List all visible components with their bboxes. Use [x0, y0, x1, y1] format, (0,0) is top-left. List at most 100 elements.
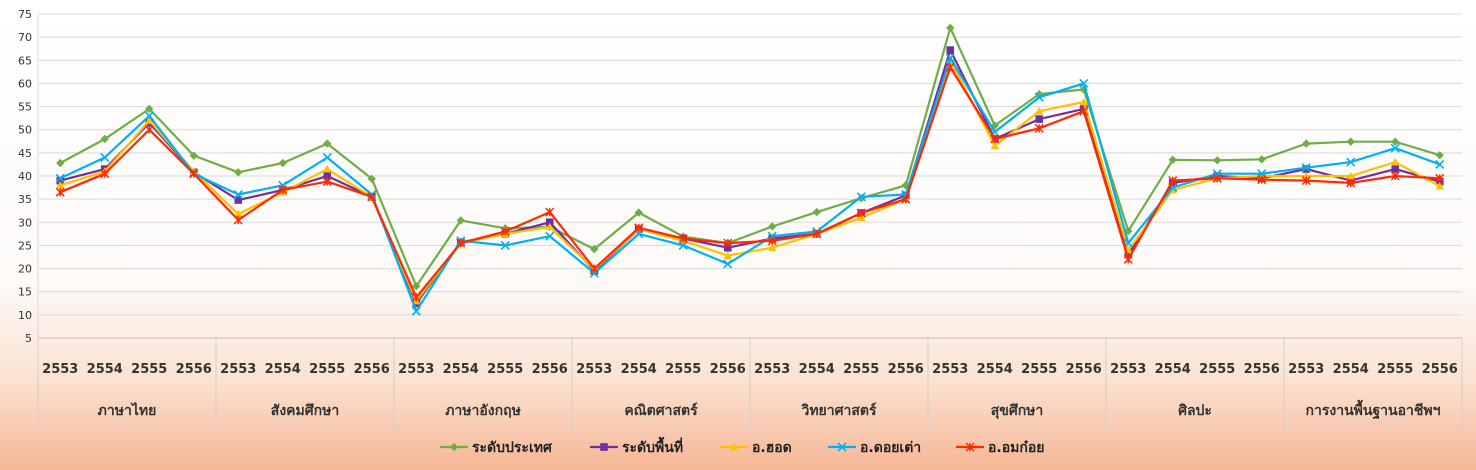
y-tick-label: 25 [18, 239, 32, 252]
x-year-label: 2555 [131, 362, 167, 377]
data-point [990, 141, 999, 150]
data-point [856, 208, 866, 218]
y-tick-label: 30 [18, 216, 32, 229]
data-point [945, 62, 955, 72]
data-point [1124, 250, 1133, 259]
data-point [945, 53, 955, 63]
x-year-label: 2553 [1110, 362, 1146, 377]
data-point [1390, 171, 1400, 181]
x-year-label: 2556 [532, 362, 568, 377]
data-point [1346, 171, 1355, 180]
data-point [411, 306, 421, 316]
legend-label: อ.ฮอด [752, 440, 792, 456]
data-point [901, 194, 911, 204]
x-year-label: 2553 [220, 362, 256, 377]
data-point [322, 177, 332, 187]
data-point [412, 281, 421, 291]
data-point [1034, 123, 1044, 133]
data-point [456, 238, 466, 248]
data-point [1390, 143, 1400, 153]
y-tick-label: 65 [18, 54, 32, 67]
y-tick-label: 75 [18, 8, 32, 21]
x-group-label: สังคมศึกษา [271, 402, 339, 419]
data-point [1212, 173, 1222, 183]
data-point [723, 259, 733, 269]
series-line [59, 66, 1440, 299]
x-year-label: 2555 [1199, 362, 1235, 377]
legend: ระดับประเทศ ระดับพื้นที่ อ.ฮอด อ.ดอยเต่า อ.อ… [440, 436, 1044, 456]
legend-label: ระดับประเทศ [472, 440, 553, 456]
data-point [767, 236, 777, 246]
data-point [678, 233, 688, 244]
x-year-label: 2555 [843, 362, 879, 377]
data-point [56, 158, 65, 168]
y-tick-label: 15 [18, 286, 32, 299]
x-group-label: คณิตศาสตร์ [624, 402, 698, 419]
x-year-label: 2555 [487, 362, 523, 377]
legend-label: อ.ดอยเต่า [860, 440, 921, 456]
y-tick-label: 55 [18, 101, 32, 114]
x-group-label: ภาษาไทย [98, 401, 157, 419]
data-point [1346, 137, 1355, 146]
x-year-label: 2556 [888, 362, 924, 377]
data-point [723, 251, 732, 259]
data-point [367, 192, 377, 202]
x-year-label: 2554 [977, 362, 1013, 377]
x-year-label: 2554 [87, 362, 123, 377]
data-point [1123, 254, 1133, 264]
data-point [634, 223, 644, 233]
data-point [1034, 92, 1044, 102]
data-point [589, 264, 599, 274]
x-year-label: 2553 [1288, 362, 1324, 377]
data-point [1123, 238, 1133, 248]
data-point [278, 158, 287, 168]
series-line [59, 56, 1441, 313]
data-point [100, 169, 110, 179]
data-point [723, 238, 733, 248]
y-tick-label: 35 [18, 193, 32, 206]
legend-marker [837, 442, 847, 452]
data-point [55, 187, 65, 197]
x-year-label: 2554 [1333, 362, 1369, 377]
data-point [323, 139, 332, 148]
x-year-label: 2556 [710, 362, 746, 377]
data-point [1168, 176, 1178, 186]
data-point [1301, 163, 1311, 173]
data-point [500, 227, 510, 237]
x-year-label: 2554 [265, 362, 301, 377]
data-point [1168, 155, 1177, 164]
data-point [56, 181, 65, 189]
data-point [234, 209, 243, 218]
data-point [1435, 181, 1444, 190]
x-group-label: วิทยาศาสตร์ [800, 402, 877, 419]
data-point [946, 46, 955, 54]
data-point [278, 185, 288, 195]
data-point [500, 240, 510, 250]
x-year-label: 2556 [176, 362, 212, 377]
data-point [1079, 97, 1088, 106]
data-point [322, 152, 332, 163]
data-point [634, 208, 643, 217]
data-point [723, 243, 732, 252]
data-point [1257, 175, 1267, 185]
x-group-label: ภาษาอังกฤษ [445, 403, 521, 419]
data-point [411, 292, 421, 302]
data-point [1391, 165, 1400, 173]
data-point [456, 216, 465, 225]
x-year-label: 2555 [1021, 362, 1057, 377]
x-year-label: 2556 [1244, 362, 1280, 377]
series-4 [55, 53, 1445, 316]
y-tick-label: 50 [18, 124, 32, 137]
data-point [1302, 139, 1311, 148]
x-year-label: 2555 [309, 362, 345, 377]
legend-item: อ.ดอยเต่า [828, 440, 921, 456]
data-point [678, 240, 688, 250]
x-year-label: 2553 [754, 362, 790, 377]
y-tick-label: 40 [18, 170, 32, 183]
data-point [323, 172, 332, 180]
data-point [812, 207, 821, 217]
data-point [1435, 150, 1444, 160]
